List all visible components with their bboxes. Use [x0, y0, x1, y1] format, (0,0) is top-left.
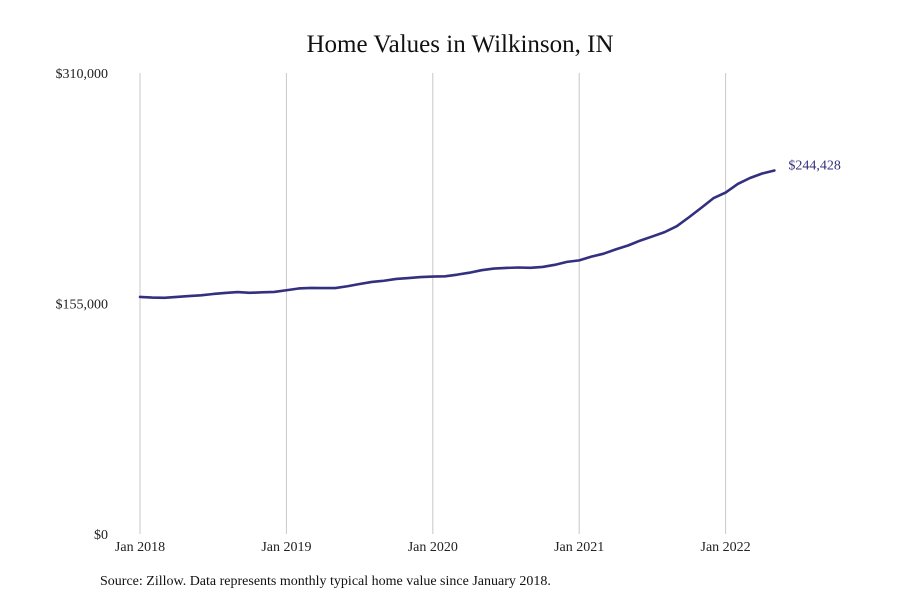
- x-tick-label: Jan 2020: [408, 540, 458, 555]
- series-line: [138, 169, 776, 300]
- series-layer: $244,428: [138, 159, 841, 300]
- y-tick-label: $155,000: [56, 298, 109, 313]
- x-tick-label: Jan 2019: [261, 540, 311, 555]
- x-tick-label: Jan 2022: [701, 540, 751, 555]
- y-axis-ticks: $0 $155,000 $310,000: [56, 67, 109, 543]
- chart-title: Home Values in Wilkinson, IN: [306, 31, 613, 58]
- y-tick-label: $0: [94, 528, 108, 543]
- y-tick-label: $310,000: [56, 67, 109, 82]
- grid-layer: [139, 73, 727, 534]
- x-tick-label: Jan 2018: [115, 540, 165, 555]
- series-end-label: $244,428: [788, 159, 841, 174]
- x-tick-label: Jan 2021: [554, 540, 604, 555]
- source-note: Source: Zillow. Data represents monthly …: [100, 574, 551, 589]
- x-axis-ticks: Jan 2018 Jan 2019 Jan 2020 Jan 2021 Jan 2022: [115, 540, 751, 555]
